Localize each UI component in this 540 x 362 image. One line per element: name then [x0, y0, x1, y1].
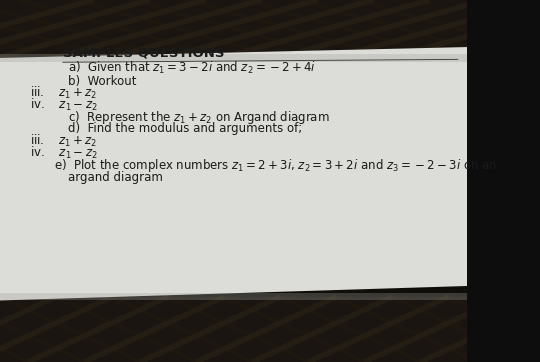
Text: a)  Given that $z_1 = 3 - 2i$ and $z_2 = -2 + 4i$: a) Given that $z_1 = 3 - 2i$ and $z_2 = …: [68, 60, 316, 76]
Text: argand diagram: argand diagram: [68, 171, 163, 184]
Text: d)  Find the modulus and arguments of;: d) Find the modulus and arguments of;: [68, 122, 302, 135]
Text: c)  Represent the $z_1 + z_2$ on Argand diagram: c) Represent the $z_1 + z_2$ on Argand d…: [68, 109, 329, 126]
Text: e)  Plot the complex numbers $z_1 = 2 + 3i$, $z_2 = 3 + 2i$ and $z_3 = -2 - 3i$ : e) Plot the complex numbers $z_1 = 2 + 3…: [53, 157, 497, 174]
Text: iv.    $z_1 - z_2$: iv. $z_1 - z_2$: [30, 97, 98, 113]
Bar: [0, 293, 467, 300]
Bar: [0, 297, 467, 362]
Text: iii.    $z_1 + z_2$: iii. $z_1 + z_2$: [30, 133, 98, 149]
Text: SAMPLES QUESTIONS: SAMPLES QUESTIONS: [63, 46, 225, 59]
Polygon shape: [0, 47, 467, 300]
Text: iii.    $z_1 + z_2$: iii. $z_1 + z_2$: [30, 85, 98, 101]
Bar: [0, 54, 467, 62]
Text: b)  Workout: b) Workout: [68, 75, 136, 88]
Text: iv.    $z_1 - z_2$: iv. $z_1 - z_2$: [30, 145, 98, 161]
Bar: [0, 0, 467, 65]
